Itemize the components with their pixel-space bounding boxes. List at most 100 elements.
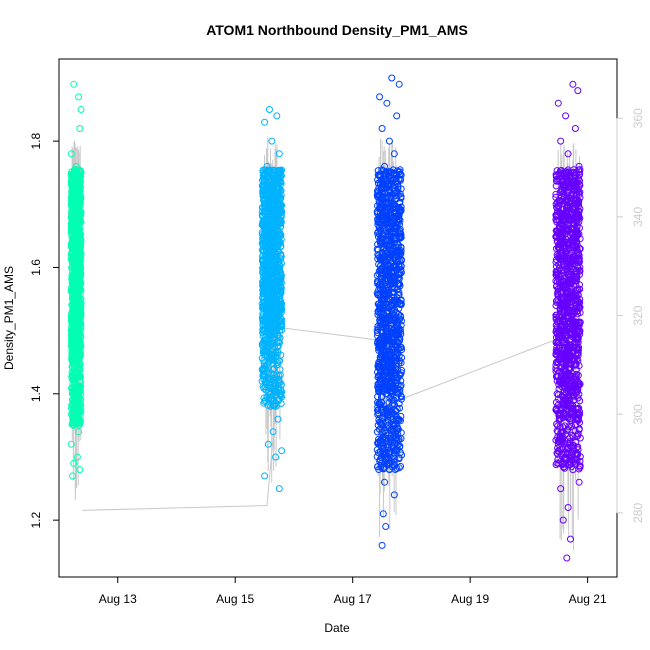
x-tick-label: Aug 17 [334, 592, 372, 606]
chart-title: ATOM1 Northbound Density_PM1_AMS [206, 22, 468, 38]
data-point [74, 311, 82, 318]
data-point [70, 80, 78, 88]
data-point [70, 310, 78, 318]
x-axis-label: Date [324, 621, 350, 635]
data-point [383, 99, 391, 107]
data-point [76, 419, 84, 427]
data-point [67, 440, 75, 448]
data-point [76, 125, 84, 132]
data-point [69, 390, 76, 398]
data-point [69, 175, 76, 183]
data-point [69, 252, 76, 260]
data-point [72, 402, 80, 410]
data-point [70, 459, 78, 467]
data-point [74, 244, 82, 252]
data-point [268, 137, 276, 145]
data-point [75, 321, 83, 329]
data-point [73, 226, 81, 234]
data-point [71, 384, 79, 391]
data-point [71, 338, 79, 346]
data-point [266, 340, 274, 348]
data-point [71, 295, 79, 303]
data-point [72, 265, 80, 273]
data-point [75, 428, 83, 436]
y2-tick-label: 280 [631, 503, 645, 523]
data-point [567, 535, 574, 543]
data-point [76, 218, 84, 225]
data-point [73, 453, 81, 461]
data-point [262, 380, 270, 387]
data-point [77, 395, 84, 403]
data-point [73, 346, 81, 354]
data-point [71, 401, 79, 409]
data-point [75, 181, 83, 189]
data-point [69, 202, 77, 210]
data-point [378, 541, 386, 549]
y-tick-label: 1.8 [29, 132, 43, 149]
data-point [67, 150, 75, 158]
data-point [75, 393, 83, 401]
data-point [74, 288, 82, 296]
data-point [77, 352, 84, 360]
data-point [275, 485, 283, 493]
data-point [274, 333, 282, 341]
data-point [574, 87, 582, 95]
data-point [563, 554, 571, 562]
data-point [261, 118, 269, 126]
y-tick-label: 1.4 [29, 385, 43, 402]
data-point [260, 359, 268, 367]
data-point [266, 106, 273, 113]
data-point [76, 277, 83, 285]
data-point [69, 311, 77, 319]
y2-tick-label: 360 [631, 108, 645, 128]
data-point [72, 258, 80, 266]
data-point [67, 327, 75, 335]
plot-frame [58, 58, 618, 578]
y-axis-label: Density_PM1_AMS [2, 266, 16, 370]
secondary-line-path [82, 327, 561, 511]
data-point [76, 377, 84, 385]
data-point [71, 318, 79, 325]
data-point [562, 112, 570, 120]
data-point [76, 466, 84, 474]
data-point [564, 150, 572, 158]
data-point [575, 478, 583, 486]
data-point [69, 264, 76, 271]
data-point [74, 211, 82, 218]
data-point [68, 275, 76, 283]
y-axis: 1.21.41.61.8 [29, 132, 60, 528]
data-point [75, 258, 83, 266]
data-point [70, 238, 78, 246]
x-tick-label: Aug 19 [451, 592, 489, 606]
data-point [76, 269, 84, 277]
data-point [259, 329, 267, 337]
data-point [67, 213, 75, 221]
data-point [75, 200, 83, 208]
series-1 [67, 80, 85, 480]
data-point [69, 355, 77, 363]
x-tick-label: Aug 15 [216, 592, 254, 606]
data-point [569, 80, 577, 88]
x-axis: Aug 13 Aug 15 Aug 17 Aug 19 Aug 21 [99, 576, 607, 606]
data-point [378, 125, 386, 132]
data-point [77, 404, 85, 411]
data-point [76, 168, 84, 176]
data-point [73, 330, 81, 337]
data-point [388, 74, 396, 82]
data-point [554, 99, 562, 107]
data-point [72, 167, 80, 174]
data-point [68, 376, 76, 384]
data-point [70, 315, 78, 323]
data-point [72, 276, 80, 284]
data-point [76, 360, 84, 368]
data-point [69, 472, 76, 480]
data-point [72, 303, 80, 311]
data-point [393, 112, 401, 120]
data-point [71, 188, 79, 196]
data-point [72, 368, 80, 376]
data-point [382, 523, 390, 530]
data-point [273, 112, 281, 120]
data-point [67, 287, 75, 295]
